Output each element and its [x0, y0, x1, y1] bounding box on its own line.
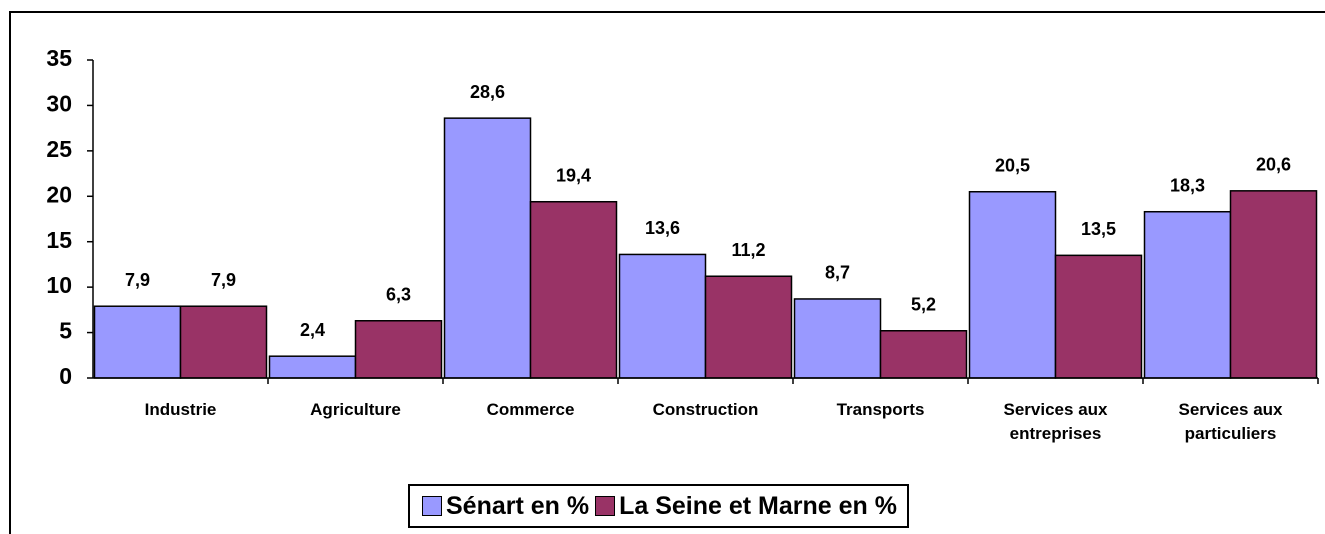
- y-tick-label: 20: [46, 181, 72, 207]
- data-label: 18,3: [1170, 175, 1205, 195]
- y-tick-label: 15: [46, 227, 72, 253]
- bar: [93, 305, 182, 379]
- data-label: 7,9: [125, 270, 150, 290]
- bar: [1143, 210, 1232, 379]
- x-tick-label: Agriculture: [310, 400, 401, 419]
- y-tick-label: 30: [46, 91, 72, 117]
- y-tick-label: 25: [46, 136, 72, 162]
- y-tick-label: 35: [46, 45, 72, 71]
- data-label: 28,6: [470, 82, 505, 102]
- legend-label: Sénart en %: [446, 491, 590, 520]
- data-label: 19,4: [556, 165, 591, 185]
- chart-frame: [9, 11, 1325, 534]
- y-tick-label: 10: [46, 272, 72, 298]
- x-tick-label: Industrie: [144, 400, 217, 419]
- y-tick-label: 0: [59, 363, 72, 389]
- legend-swatch: [422, 496, 442, 516]
- y-tick-label: 5: [59, 318, 72, 344]
- data-label: 6,3: [386, 285, 411, 305]
- x-tick-label: Commerce: [486, 400, 575, 419]
- bar: [179, 305, 268, 379]
- bar: [618, 253, 707, 379]
- data-label: 13,6: [645, 218, 680, 238]
- bar: [529, 200, 618, 379]
- x-tick-label: Transports: [836, 400, 925, 419]
- data-label: 8,7: [825, 263, 850, 283]
- legend-swatch: [595, 496, 616, 516]
- bar: [1229, 190, 1318, 379]
- bar: [968, 190, 1057, 379]
- bar: [1054, 254, 1143, 379]
- bar: [879, 330, 968, 379]
- data-label: 20,6: [1256, 155, 1291, 175]
- x-tick-label: Construction: [652, 400, 759, 419]
- data-label: 13,5: [1081, 219, 1116, 239]
- legend-label: La Seine et Marne en %: [619, 491, 897, 520]
- data-label: 7,9: [211, 270, 236, 290]
- x-tick-label: Services aux particuliers: [1178, 400, 1283, 443]
- bar: [793, 298, 882, 379]
- data-label: 20,5: [995, 155, 1030, 175]
- bar: [704, 275, 793, 379]
- bar: [268, 355, 357, 379]
- bar: [354, 320, 443, 379]
- legend: Sénart en % La Seine et Marne en %: [408, 484, 909, 528]
- data-label: 11,2: [731, 240, 765, 260]
- data-label: 5,2: [911, 295, 936, 315]
- bar: [443, 117, 532, 379]
- data-label: 2,4: [300, 320, 325, 340]
- x-tick-label: Services aux entreprises: [1003, 400, 1108, 443]
